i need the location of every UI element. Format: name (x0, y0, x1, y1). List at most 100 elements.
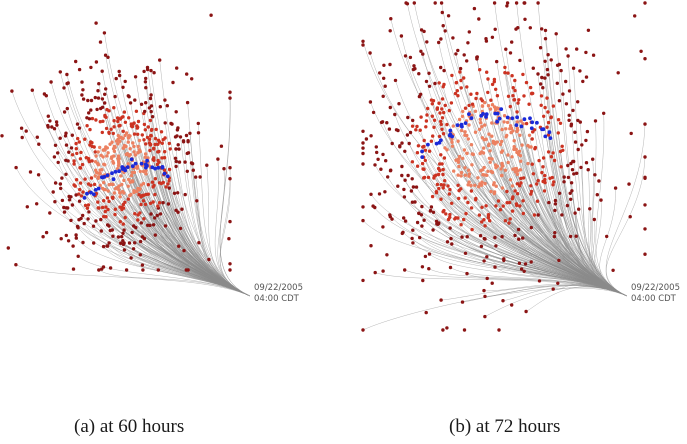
ensemble-point (498, 142, 503, 147)
ensemble-point (499, 167, 503, 171)
ensemble-point (166, 182, 170, 186)
ensemble-point (228, 177, 232, 181)
ensemble-point (35, 202, 39, 206)
ensemble-point (74, 59, 78, 64)
ensemble-point (456, 94, 460, 98)
ensemble-point (541, 165, 545, 169)
ensemble-point (419, 92, 423, 97)
ensemble-point (149, 93, 153, 97)
ensemble-point (361, 146, 365, 150)
trajectory-line (219, 98, 251, 297)
ensemble-point (524, 80, 529, 85)
trajectory-line (178, 246, 251, 297)
ensemble-point (524, 121, 529, 126)
ensemble-point (162, 156, 167, 160)
ensemble-point (161, 138, 165, 142)
ensemble-point (375, 150, 379, 155)
ensemble-point (527, 102, 531, 106)
ensemble-point (540, 75, 544, 80)
ensemble-point (445, 122, 449, 127)
ensemble-point (441, 186, 445, 190)
ensemble-point (72, 159, 76, 163)
ensemble-point (64, 143, 69, 147)
ensemble-point (176, 210, 180, 214)
ensemble-point (450, 73, 454, 78)
ensemble-point (456, 183, 460, 187)
ensemble-point (111, 161, 116, 165)
ensemble-point (457, 154, 462, 159)
ensemble-point (87, 159, 92, 164)
ensemble-point (420, 265, 425, 269)
ensemble-point (513, 88, 517, 93)
ensemble-point (96, 150, 100, 154)
ensemble-point (109, 127, 113, 131)
ensemble-point (443, 29, 447, 33)
ensemble-point (413, 200, 417, 204)
ensemble-point (469, 206, 474, 210)
ensemble-point (77, 218, 81, 222)
ensemble-point (143, 109, 147, 114)
ensemble-point (103, 209, 108, 214)
ensemble-point (510, 209, 515, 213)
ensemble-point (139, 202, 143, 207)
ensemble-point (513, 78, 517, 83)
ensemble-point (387, 127, 392, 131)
ensemble-point (439, 122, 443, 127)
ensemble-point (377, 192, 382, 196)
ensemble-point (183, 192, 187, 197)
ensemble-point (521, 236, 525, 240)
ensemble-point (518, 168, 523, 172)
ensemble-point (92, 241, 96, 245)
ensemble-point (83, 137, 87, 141)
ensemble-point (129, 256, 133, 260)
ensemble-point (482, 259, 486, 263)
ensemble-point (488, 160, 492, 164)
ensemble-point (116, 157, 120, 161)
ensemble-point (521, 199, 525, 203)
ensemble-point (493, 163, 498, 167)
ensemble-point (69, 146, 74, 150)
ensemble-point (207, 257, 211, 262)
trajectory-line (362, 287, 628, 331)
ensemble-point (457, 196, 461, 201)
ensemble-point (93, 95, 98, 100)
ensemble-point (439, 197, 443, 201)
trajectory-line (162, 202, 251, 297)
ensemble-point (465, 235, 469, 239)
ensemble-point (452, 169, 456, 173)
ensemble-point (381, 269, 385, 273)
ensemble-point (426, 106, 430, 111)
ensemble-point (492, 183, 496, 187)
ensemble-point (132, 144, 136, 149)
ensemble-point (517, 237, 521, 241)
ensemble-point (128, 101, 133, 105)
ensemble-point (50, 125, 54, 129)
ensemble-point (465, 59, 469, 63)
ensemble-point (138, 169, 142, 174)
ensemble-point (503, 71, 507, 75)
highlight-point (156, 165, 161, 170)
highlight-point (165, 174, 170, 179)
ensemble-point (119, 174, 123, 178)
ensemble-point (508, 217, 512, 221)
ensemble-point (398, 145, 402, 149)
ensemble-point (415, 220, 420, 225)
ensemble-point (51, 190, 55, 194)
ensemble-point (531, 172, 536, 176)
ensemble-point (108, 266, 113, 270)
ensemble-point (58, 136, 62, 140)
ensemble-point (420, 204, 424, 209)
ensemble-point (616, 71, 620, 75)
ensemble-point (107, 199, 111, 204)
ensemble-point (82, 221, 86, 226)
ensemble-point (155, 213, 159, 218)
ensemble-point (543, 28, 548, 33)
ensemble-point (434, 191, 439, 195)
highlight-point (160, 165, 165, 170)
ensemble-point (121, 136, 125, 140)
ensemble-point (440, 107, 444, 111)
ensemble-point (140, 194, 144, 198)
ensemble-point (559, 165, 563, 169)
ensemble-point (438, 162, 442, 166)
ensemble-point (135, 124, 139, 128)
